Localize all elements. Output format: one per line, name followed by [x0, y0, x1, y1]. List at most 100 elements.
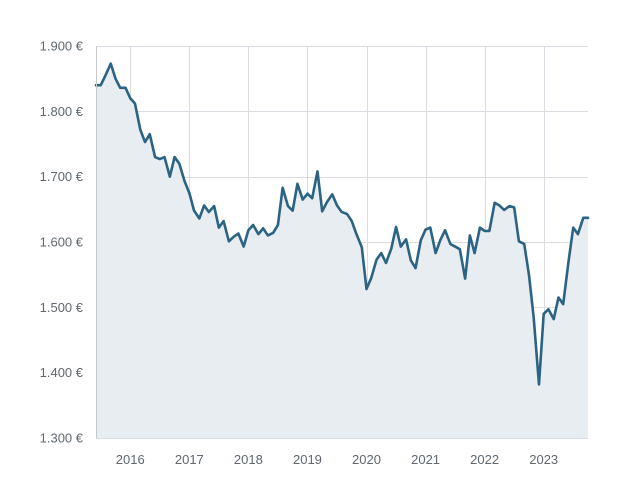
data-point-3: [110, 62, 112, 64]
x-tick-label-2020: 2020: [352, 452, 381, 467]
data-point-56: [370, 277, 372, 279]
data-point-40: [291, 209, 293, 211]
x-tick-label-2023: 2023: [529, 452, 558, 467]
data-point-9: [139, 128, 141, 130]
series-line-0: [94, 62, 590, 386]
data-point-74: [459, 248, 461, 250]
data-point-36: [272, 232, 274, 234]
data-point-55: [365, 288, 367, 290]
x-tick-label-2021: 2021: [411, 452, 440, 467]
data-point-8: [134, 102, 136, 104]
y-tick-label-1600: 1.600 €: [40, 235, 84, 250]
data-point-31: [247, 229, 249, 231]
data-point-1: [100, 84, 102, 86]
y-tick-label-1900: 1.900 €: [40, 39, 84, 54]
x-tick-label-2018: 2018: [234, 452, 263, 467]
data-point-6: [124, 87, 126, 89]
data-point-2: [104, 74, 106, 76]
data-point-91: [543, 313, 545, 315]
data-point-86: [518, 240, 520, 242]
data-point-23: [208, 211, 210, 213]
data-point-15: [169, 175, 171, 177]
data-point-30: [242, 245, 244, 247]
data-point-75: [464, 277, 466, 279]
data-point-84: [508, 205, 510, 207]
x-tick-label-2016: 2016: [116, 452, 145, 467]
data-point-16: [173, 156, 175, 158]
x-tick-label-2022: 2022: [470, 452, 499, 467]
data-point-77: [473, 252, 475, 254]
data-point-92: [547, 308, 549, 310]
data-point-19: [188, 192, 190, 194]
data-point-57: [375, 258, 377, 260]
data-point-81: [493, 202, 495, 204]
data-point-42: [302, 198, 304, 200]
axis-layer: 1.300 € 1.400 € 1.500 € 1.600 € 1.700 € 1.800…: [40, 39, 559, 468]
data-point-11: [149, 133, 151, 135]
y-tick-label-1700: 1.700 €: [40, 169, 84, 184]
data-point-4: [114, 77, 116, 79]
data-point-96: [567, 260, 569, 262]
series-layer: [94, 62, 590, 438]
data-point-76: [469, 234, 471, 236]
data-point-12: [154, 156, 156, 158]
data-point-89: [532, 316, 534, 318]
data-point-62: [400, 245, 402, 247]
data-point-53: [355, 233, 357, 235]
x-tick-label-2019: 2019: [293, 452, 322, 467]
data-point-14: [163, 156, 165, 158]
data-point-100: [587, 217, 589, 219]
data-point-27: [228, 240, 230, 242]
data-point-39: [287, 205, 289, 207]
data-point-52: [351, 220, 353, 222]
data-point-61: [395, 226, 397, 228]
data-point-7: [129, 97, 131, 99]
y-tick-label-1500: 1.500 €: [40, 300, 84, 315]
data-point-80: [488, 230, 490, 232]
data-point-37: [277, 224, 279, 226]
data-point-18: [183, 180, 185, 182]
data-point-65: [414, 267, 416, 269]
data-point-13: [159, 158, 161, 160]
data-point-41: [296, 183, 298, 185]
data-point-71: [444, 229, 446, 231]
data-point-64: [410, 259, 412, 261]
data-point-20: [193, 209, 195, 211]
data-point-69: [434, 252, 436, 254]
data-point-99: [582, 217, 584, 219]
y-tick-label-1300: 1.300 €: [40, 431, 84, 446]
data-point-87: [523, 243, 525, 245]
data-point-5: [119, 87, 121, 89]
data-point-59: [385, 262, 387, 264]
data-point-51: [346, 213, 348, 215]
data-point-85: [513, 206, 515, 208]
data-point-60: [390, 247, 392, 249]
data-point-54: [361, 246, 363, 248]
y-tick-label-1800: 1.800 €: [40, 104, 84, 119]
data-point-63: [405, 238, 407, 240]
data-point-28: [232, 236, 234, 238]
data-point-68: [429, 226, 431, 228]
data-point-10: [144, 141, 146, 143]
data-point-82: [498, 204, 500, 206]
data-point-97: [572, 226, 574, 228]
data-point-32: [252, 224, 254, 226]
data-point-25: [218, 226, 220, 228]
data-point-90: [538, 383, 540, 385]
data-point-48: [331, 193, 333, 195]
data-point-35: [267, 234, 269, 236]
data-point-70: [439, 239, 441, 241]
data-point-22: [203, 204, 205, 206]
data-point-98: [577, 233, 579, 235]
data-point-66: [420, 239, 422, 241]
data-point-79: [483, 230, 485, 232]
data-point-21: [198, 217, 200, 219]
data-point-26: [222, 220, 224, 222]
x-tick-label-2017: 2017: [175, 452, 204, 467]
data-point-73: [454, 245, 456, 247]
data-point-24: [213, 205, 215, 207]
data-point-88: [528, 273, 530, 275]
y-tick-label-1400: 1.400 €: [40, 365, 84, 380]
data-point-17: [178, 162, 180, 164]
